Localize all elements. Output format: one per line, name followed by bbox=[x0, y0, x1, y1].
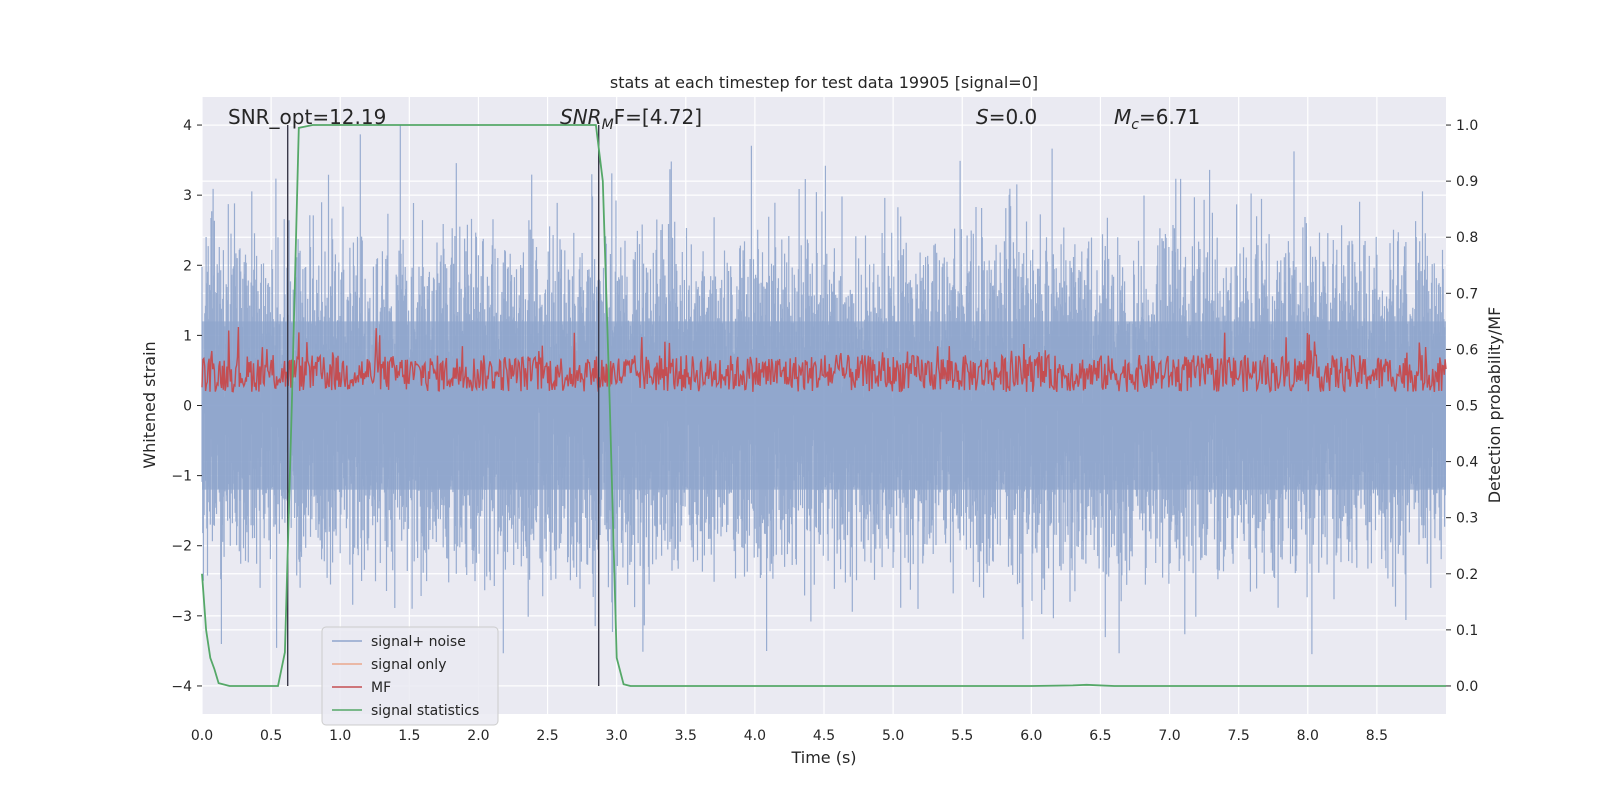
y-tick-label-left-5: −1 bbox=[171, 469, 192, 485]
y-tick-label-left-4: 0 bbox=[183, 399, 192, 415]
legend-label-noise: signal+ noise bbox=[371, 634, 466, 650]
annotation-snr-mf-sub: M bbox=[602, 117, 614, 133]
y-tick-label-right-2: 0.8 bbox=[1456, 230, 1478, 246]
y-axis-label-left: Whitened strain bbox=[140, 341, 159, 468]
annotation-snr-mf: SNRMF=[4.72] bbox=[560, 105, 702, 133]
annotation-mc-sub: c bbox=[1131, 117, 1139, 133]
x-tick-label-6: 3.0 bbox=[606, 728, 628, 744]
y-tick-label-right-4: 0.6 bbox=[1456, 342, 1478, 358]
annotation-s-prefix: S bbox=[976, 105, 989, 129]
series-core-signal-noise bbox=[202, 321, 1446, 490]
y-tick-label-right-0: 1.0 bbox=[1456, 118, 1478, 134]
y-tick-label-right-1: 0.9 bbox=[1456, 174, 1478, 190]
legend-box bbox=[321, 626, 499, 726]
y-tick-label-left-2: 2 bbox=[183, 258, 192, 274]
x-tick-label-17: 8.5 bbox=[1366, 728, 1388, 744]
x-tick-label-9: 4.5 bbox=[813, 728, 835, 744]
x-tick-label-13: 6.5 bbox=[1089, 728, 1111, 744]
x-tick-label-16: 8.0 bbox=[1297, 728, 1319, 744]
annotation-mc-suffix: =6.71 bbox=[1139, 105, 1200, 129]
legend-label-statistics: signal statistics bbox=[371, 703, 479, 719]
x-tick-label-10: 5.0 bbox=[882, 728, 904, 744]
annotation-snr-mf-suffix: F=[4.72] bbox=[614, 105, 702, 129]
legend: signal+ noise signal only MF signal stat… bbox=[321, 626, 499, 726]
y-tick-label-left-3: 1 bbox=[183, 328, 192, 344]
y-tick-label-left-8: −4 bbox=[171, 679, 192, 695]
annotation-s: S=0.0 bbox=[976, 105, 1037, 129]
x-tick-label-14: 7.0 bbox=[1158, 728, 1180, 744]
x-tick-label-12: 6.0 bbox=[1020, 728, 1042, 744]
x-tick-label-2: 1.0 bbox=[329, 728, 351, 744]
y-tick-label-left-6: −2 bbox=[171, 539, 192, 555]
annotation-snr-mf-prefix: SNR bbox=[560, 105, 602, 129]
x-ticks: 0.0 0.5 1.0 1.5 2.0 2.5 3.0 3.5 4.0 4.5 5.0 5.5 6.0 6… bbox=[191, 728, 1388, 744]
annotation-mc: Mc=6.71 bbox=[1114, 105, 1200, 133]
legend-label-mf: MF bbox=[371, 680, 391, 696]
x-tick-label-1: 0.5 bbox=[260, 728, 282, 744]
y-ticks-right: 1.0 0.9 0.8 0.7 0.6 0.5 0.4 0.3 0.2 0.1 0.0 bbox=[1446, 118, 1478, 695]
legend-label-signal-only: signal only bbox=[371, 657, 446, 673]
y-axis-label-right: Detection probability/MF bbox=[1485, 307, 1504, 504]
x-axis-label: Time (s) bbox=[790, 748, 856, 767]
x-tick-label-0: 0.0 bbox=[191, 728, 213, 744]
series-line-signal-statistics bbox=[201, 124, 1446, 687]
x-tick-label-11: 5.5 bbox=[951, 728, 973, 744]
noise-series bbox=[201, 125, 1446, 655]
signal-statistics-series bbox=[201, 124, 1446, 687]
series-line-mf bbox=[201, 326, 1447, 394]
x-tick-label-3: 1.5 bbox=[398, 728, 420, 744]
x-tick-label-8: 4.0 bbox=[744, 728, 766, 744]
y-tick-label-right-7: 0.3 bbox=[1456, 511, 1478, 527]
annotation-mc-prefix: M bbox=[1114, 105, 1131, 129]
y-tick-label-right-5: 0.5 bbox=[1456, 399, 1478, 415]
y-tick-label-left-1: 3 bbox=[183, 188, 192, 204]
x-tick-label-4: 2.0 bbox=[467, 728, 489, 744]
x-tick-label-15: 7.5 bbox=[1228, 728, 1250, 744]
y-tick-label-right-3: 0.7 bbox=[1456, 286, 1478, 302]
y-tick-label-right-6: 0.4 bbox=[1456, 455, 1478, 471]
y-tick-label-right-8: 0.2 bbox=[1456, 567, 1478, 583]
vertical-markers bbox=[286, 125, 600, 686]
annotation-s-suffix: =0.0 bbox=[989, 105, 1038, 129]
y-tick-label-right-10: 0.0 bbox=[1456, 679, 1478, 695]
y-tick-label-right-9: 0.1 bbox=[1456, 623, 1478, 639]
y-tick-label-left-0: 4 bbox=[183, 118, 192, 134]
x-tick-label-7: 3.5 bbox=[675, 728, 697, 744]
mf-series bbox=[201, 326, 1447, 394]
y-tick-label-left-7: −3 bbox=[171, 609, 192, 625]
annotation-snr-opt: SNR_opt=12.19 bbox=[228, 105, 386, 129]
y-ticks-left: 4 3 2 1 0 −1 −2 −3 −4 bbox=[171, 118, 202, 695]
chart-title: stats at each timestep for test data 199… bbox=[610, 73, 1038, 92]
x-tick-label-5: 2.5 bbox=[536, 728, 558, 744]
